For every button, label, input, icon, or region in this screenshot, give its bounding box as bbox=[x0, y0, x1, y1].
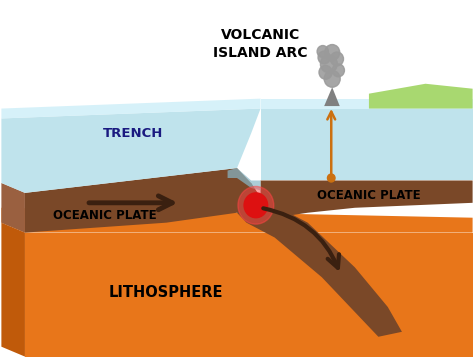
Polygon shape bbox=[1, 208, 473, 233]
Circle shape bbox=[324, 71, 340, 87]
Text: TRENCH: TRENCH bbox=[103, 127, 164, 140]
Circle shape bbox=[318, 51, 330, 64]
Circle shape bbox=[325, 44, 340, 61]
Circle shape bbox=[319, 66, 332, 79]
Polygon shape bbox=[1, 223, 25, 357]
Polygon shape bbox=[25, 233, 473, 357]
Polygon shape bbox=[261, 108, 473, 180]
Polygon shape bbox=[1, 183, 25, 233]
Polygon shape bbox=[228, 168, 261, 190]
Text: OCEANIC PLATE: OCEANIC PLATE bbox=[317, 189, 421, 202]
Circle shape bbox=[330, 52, 344, 66]
Text: VOLCANIC
ISLAND ARC: VOLCANIC ISLAND ARC bbox=[213, 28, 308, 60]
Text: OCEANIC PLATE: OCEANIC PLATE bbox=[53, 209, 157, 222]
Circle shape bbox=[332, 64, 345, 77]
Polygon shape bbox=[25, 168, 261, 233]
Circle shape bbox=[328, 174, 335, 182]
Polygon shape bbox=[1, 98, 261, 118]
Polygon shape bbox=[324, 87, 340, 106]
Polygon shape bbox=[261, 180, 473, 218]
Circle shape bbox=[317, 45, 328, 57]
Polygon shape bbox=[261, 98, 473, 108]
Polygon shape bbox=[369, 84, 473, 108]
Text: LITHOSPHERE: LITHOSPHERE bbox=[109, 285, 224, 300]
Circle shape bbox=[244, 193, 268, 218]
Polygon shape bbox=[237, 183, 402, 337]
Circle shape bbox=[238, 187, 274, 224]
Polygon shape bbox=[1, 108, 261, 193]
Circle shape bbox=[320, 55, 337, 73]
